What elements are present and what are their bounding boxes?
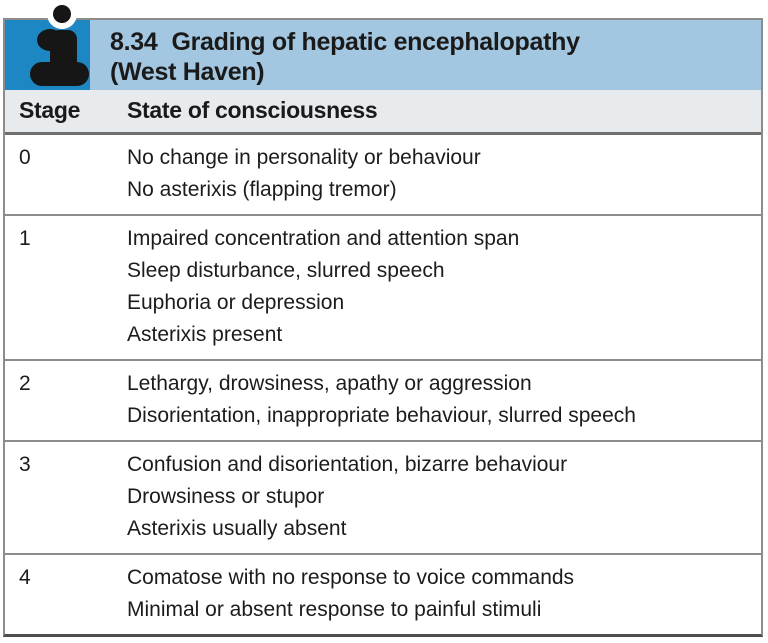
stage-value: 4 xyxy=(19,566,31,589)
stage-value: 1 xyxy=(19,227,31,250)
icon-cell xyxy=(5,0,90,90)
table-row-stage-3: 3 Confusion and disorientation, bizarre … xyxy=(5,440,761,553)
table-title-line1: Grading of hepatic encephalopathy xyxy=(171,28,580,56)
description-line: Asterixis present xyxy=(127,323,283,346)
stage-value: 0 xyxy=(19,146,31,169)
table-title: 8.34 Grading of hepatic encephalopathy (W… xyxy=(90,20,761,90)
info-icon xyxy=(30,0,89,86)
column-header-state: State of consciousness xyxy=(127,97,378,123)
table-title-line2: (West Haven) xyxy=(110,58,265,86)
table-row-stage-4: 4 Comatose with no response to voice com… xyxy=(5,553,761,634)
column-header-stage: Stage xyxy=(19,97,81,123)
table-number: 8.34 xyxy=(110,28,158,56)
state-description: Comatose with no response to voice comma… xyxy=(127,562,761,626)
table-row-stage-1: 1 Impaired concentration and attention s… xyxy=(5,214,761,359)
table-title-band: 8.34 Grading of hepatic encephalopathy (W… xyxy=(5,0,761,90)
stage-value: 2 xyxy=(19,372,31,395)
state-description: Confusion and disorientation, bizarre be… xyxy=(127,449,761,545)
description-line: Asterixis usually absent xyxy=(127,517,347,540)
state-description: Lethargy, drowsiness, apathy or aggressi… xyxy=(127,368,761,432)
description-line: Impaired concentration and attention spa… xyxy=(127,227,520,250)
description-line: Disorientation, inappropriate behaviour,… xyxy=(127,404,636,427)
description-line: No asterixis (flapping tremor) xyxy=(127,178,397,201)
table-row-stage-2: 2 Lethargy, drowsiness, apathy or aggres… xyxy=(5,359,761,440)
state-description: Impaired concentration and attention spa… xyxy=(127,223,761,351)
table-row-stage-0: 0 No change in personality or behaviour … xyxy=(5,135,761,214)
description-line: Minimal or absent response to painful st… xyxy=(127,598,542,621)
state-description: No change in personality or behaviour No… xyxy=(127,142,761,206)
description-line: Confusion and disorientation, bizarre be… xyxy=(127,453,568,476)
description-line: Drowsiness or stupor xyxy=(127,485,325,508)
description-line: No change in personality or behaviour xyxy=(127,146,481,169)
description-line: Sleep disturbance, slurred speech xyxy=(127,259,445,282)
stage-value: 3 xyxy=(19,453,31,476)
info-table: 8.34 Grading of hepatic encephalopathy (W… xyxy=(3,0,763,637)
description-line: Comatose with no response to voice comma… xyxy=(127,566,575,589)
column-header-row: Stage State of consciousness xyxy=(5,90,761,135)
description-line: Lethargy, drowsiness, apathy or aggressi… xyxy=(127,372,532,395)
description-line: Euphoria or depression xyxy=(127,291,345,314)
